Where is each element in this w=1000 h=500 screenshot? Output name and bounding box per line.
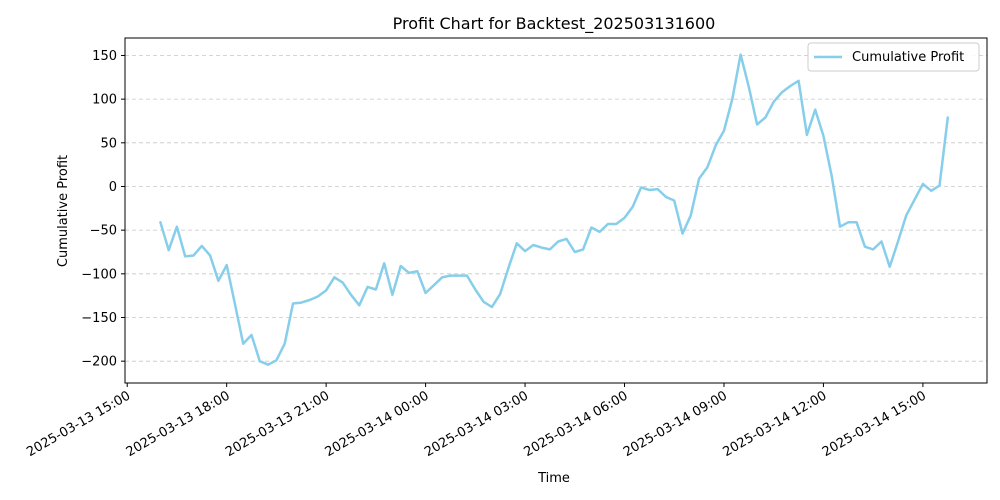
y-tick-label: −150 <box>81 311 117 326</box>
y-tick-label: −100 <box>81 267 117 282</box>
y-tick-label: 0 <box>109 180 117 195</box>
y-tick-label: 50 <box>100 136 117 151</box>
y-axis-label: Cumulative Profit <box>56 155 71 267</box>
series-line-cumulative-profit <box>159 53 950 366</box>
legend: Cumulative Profit <box>807 42 980 72</box>
grid-lines <box>125 55 987 362</box>
x-axis-label: Time <box>537 471 570 486</box>
y-tick-label: −50 <box>90 224 117 239</box>
series-layer <box>159 53 950 366</box>
legend-label: Cumulative Profit <box>852 50 964 65</box>
chart-title: Profit Chart for Backtest_202503131600 <box>393 14 716 34</box>
y-axis-ticks: 150 100 50 0 −50 −100 −150 −200 <box>81 49 125 370</box>
y-tick-label: 100 <box>92 93 117 108</box>
legend-box <box>807 42 980 72</box>
plot-frame <box>124 37 988 384</box>
y-tick-label: 150 <box>92 49 117 64</box>
y-tick-label: −200 <box>81 355 117 370</box>
